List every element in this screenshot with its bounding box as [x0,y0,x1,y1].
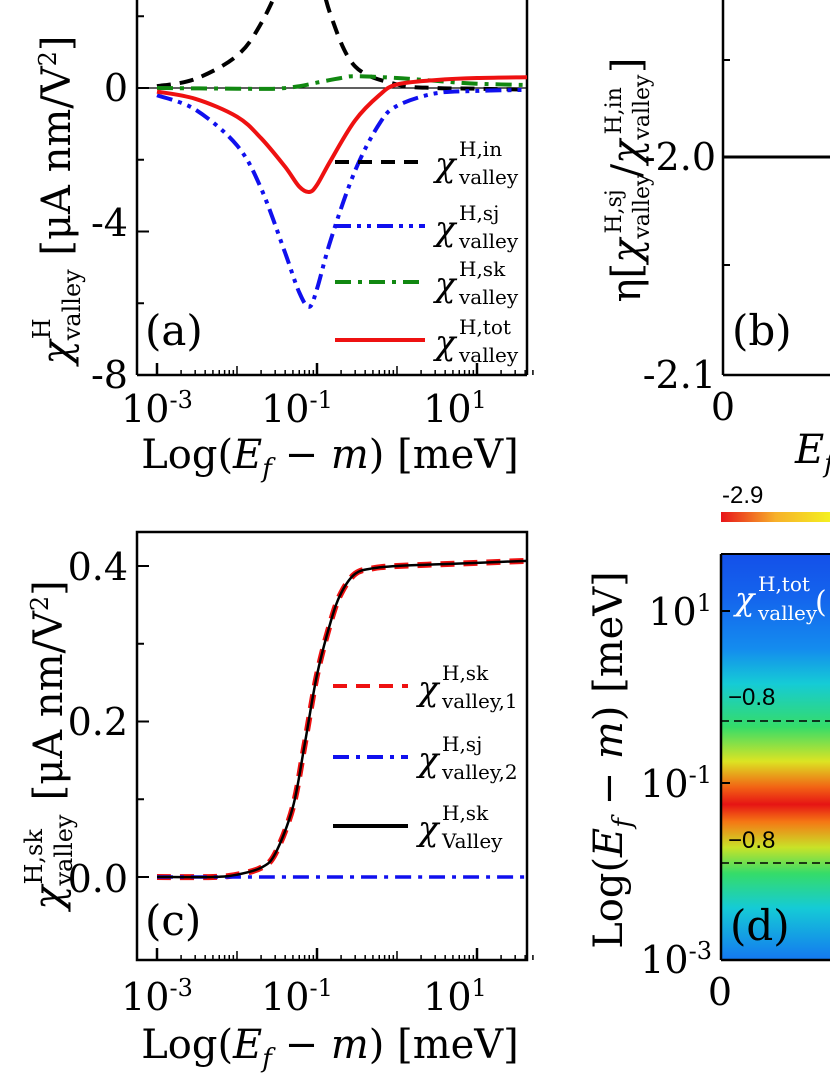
xtick-label: 10-1 [261,974,333,1019]
x-axis-label: Log(Ef − m) [meV] [141,432,519,484]
panel-a-series [156,0,527,309]
y-axis-label: Log(Ef − m) [meV] [586,571,638,949]
legend-symbol: χ [433,323,458,363]
legend-subscript: valley [458,165,519,189]
svg-text:101: 101 [423,974,487,1019]
svg-text:10-1: 10-1 [640,761,712,806]
legend-superscript: H,sk [442,661,489,685]
legend-symbol: χ [416,669,441,709]
legend-subscript: valley,2 [441,760,518,784]
legend-superscript: H,sk [459,257,506,281]
legend-subscript: Valley [441,829,503,853]
legend-superscript: H,sk [442,801,489,825]
colorbar [721,512,830,522]
svg-text:χvalleyH,sk [μA nm/V2]: χvalleyH,sk [μA nm/V2] [20,580,78,913]
series-line-H-sj [156,87,527,309]
ytick-label: -8 [91,353,128,397]
xtick-label: 10-3 [121,974,193,1019]
ytick-label: -2.1 [643,353,716,397]
svg-text:10-3: 10-3 [640,937,712,982]
xtick-label: 10-3 [121,386,193,431]
panel-d: -2.9 −0.8 −0.8 χ H,tot valley ( 101 10-1… [586,482,830,1014]
legend-symbol: χ [416,809,441,849]
colorbar-min-label: -2.9 [722,482,763,509]
svg-text:χ: χ [733,580,756,618]
series-line-H-tot [156,75,527,195]
xtick-label: 101 [423,386,487,431]
ytick-label: 101 [648,589,712,634]
y-axis-label: η[χvalleyH,sj/χvalleyH,in] [602,57,655,302]
ytick-label: -4 [91,201,128,245]
svg-text:101: 101 [423,386,487,431]
panel-b: -2.0 -2.1 0 (b) Ef η[χvalleyH,sj/χvalley… [602,0,830,479]
contour-label: −0.8 [728,684,775,711]
svg-text:10-1: 10-1 [261,974,333,1019]
legend-superscript: H,sj [459,201,499,225]
y-axis-label: χvalleyH,sk [μA nm/V2] [20,580,78,913]
svg-text:Ef: Ef [794,427,830,479]
svg-text:Log(Ef − m) [meV]: Log(Ef − m) [meV] [586,571,638,949]
svg-text:10-1: 10-1 [261,386,333,431]
svg-text:Log(Ef − m) [meV]: Log(Ef − m) [meV] [141,432,519,484]
panel-c-frame [135,530,529,962]
y-axis-label: χvalleyH [μA nm/V2] [28,35,86,367]
contour-label: −0.8 [728,827,775,854]
xtick-label: 0 [708,970,732,1014]
legend-superscript: H,sj [442,732,482,756]
panel-c: 0.4 0.2 0.0 10-3 10-1 101 Log(Ef − m) [m… [20,530,534,1074]
svg-text:101: 101 [648,589,712,634]
legend-symbol: χ [433,209,458,249]
ytick-label: 0 [104,66,128,110]
heatmap-annotation: χ H,tot valley ( [733,572,827,625]
ytick-label: 10-3 [640,937,712,982]
xtick-label: 10-1 [261,386,333,431]
heatmap [721,554,830,960]
panel-b-label: (b) [732,306,792,355]
xtick-label: 101 [423,974,487,1019]
ytick-label: 0.0 [68,857,128,901]
panel-a: 0 -4 -8 10-3 10-1 101 Log(Ef − m) [meV] … [28,0,534,484]
svg-text:(: ( [815,585,827,620]
panel-c-series [156,557,527,881]
ytick-label: 0.2 [68,700,128,744]
legend-symbol: χ [433,145,458,185]
legend-subscript: valley [458,229,519,253]
legend-superscript: H,in [459,137,502,161]
svg-text:valley: valley [757,601,818,625]
svg-text:η[χvalleyH,sj/χvalleyH,in]: η[χvalleyH,sj/χvalleyH,in] [602,57,655,302]
x-axis-label: Ef [794,427,830,479]
svg-text:10-3: 10-3 [121,974,193,1019]
legend-subscript: valley,1 [441,689,518,713]
panel-a-ticks [137,15,534,376]
svg-text:H,tot: H,tot [758,572,810,596]
series-line-H-sk [156,559,527,879]
series-line-H-sk [156,74,527,91]
legend-superscript: H,tot [459,315,511,339]
svg-text:Log(Ef − m) [meV]: Log(Ef − m) [meV] [141,1022,519,1074]
legend-symbol: χ [416,740,441,780]
xtick-label: 0 [711,385,735,429]
x-axis-label: Log(Ef − m) [meV] [141,1022,519,1074]
panel-a-label: (a) [145,306,203,355]
heatmap-field [721,554,830,960]
panel-c-label: (c) [145,896,201,945]
ytick-label: 10-1 [640,761,712,806]
panel-c-ticks [137,565,534,960]
ytick-label: -2.0 [643,135,716,179]
legend-symbol: χ [433,265,458,305]
svg-text:10-3: 10-3 [121,386,193,431]
legend-subscript: valley [458,285,519,309]
panel-d-label: (d) [730,901,790,950]
svg-text:χvalleyH [μA nm/V2]: χvalleyH [μA nm/V2] [28,35,86,367]
legend-subscript: valley [458,343,519,367]
ytick-label: 0.4 [68,545,128,589]
